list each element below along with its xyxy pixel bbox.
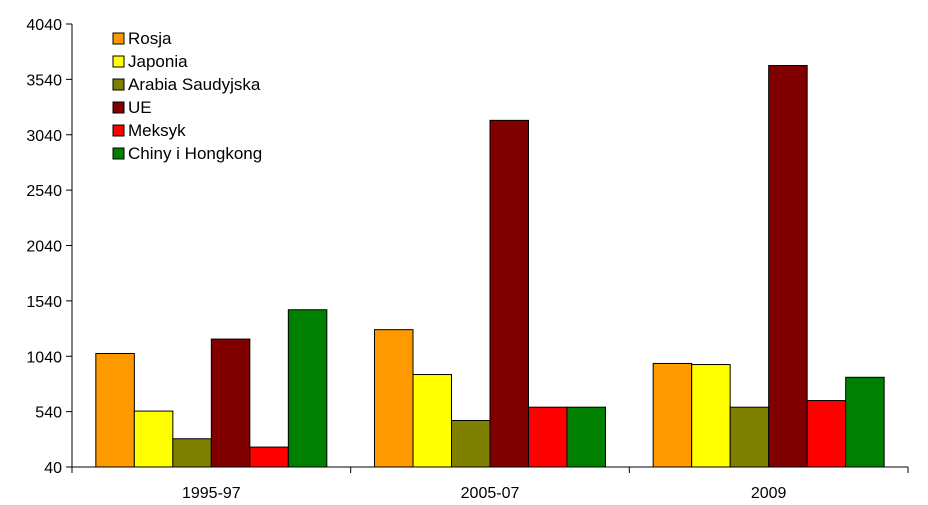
bar <box>528 406 568 468</box>
y-tick-label: 2040 <box>26 239 62 256</box>
bar <box>845 376 885 468</box>
y-tick-label: 3540 <box>26 72 62 89</box>
bar <box>133 410 174 468</box>
axes: 40 540 1040 1540 2040 2540 3040 3540 4040 1995-97… <box>26 17 909 502</box>
legend-swatch <box>112 55 125 68</box>
legend-label: Meksyk <box>128 121 186 140</box>
y-tick-label: 3040 <box>26 128 62 145</box>
bar <box>287 309 328 468</box>
bar <box>566 406 606 468</box>
bar <box>806 400 847 468</box>
x-tick-label: 1995-97 <box>182 485 241 502</box>
legend-label: UE <box>128 98 152 117</box>
y-tick-label: 1040 <box>26 349 62 366</box>
bar <box>768 65 808 468</box>
bar <box>374 329 414 468</box>
legend-label: Chiny i Hongkong <box>128 144 262 163</box>
legend: Rosja Japonia Arabia Saudyjska UE Meksyk Chin… <box>112 29 262 163</box>
bar <box>489 119 529 468</box>
legend-label: Arabia Saudyjska <box>128 75 261 94</box>
bars <box>95 65 885 468</box>
y-tick-label: 40 <box>44 460 62 477</box>
bar <box>210 338 251 468</box>
legend-swatch <box>112 78 125 91</box>
y-tick-label: 2540 <box>26 183 62 200</box>
bar <box>412 374 452 468</box>
bar <box>691 364 731 468</box>
bar <box>652 362 693 468</box>
x-tick-label: 2009 <box>751 485 787 502</box>
y-tick-label: 4040 <box>26 17 62 34</box>
bar <box>249 446 289 468</box>
legend-swatch <box>112 147 125 160</box>
legend-label: Japonia <box>128 52 188 71</box>
x-tick-label: 2005-07 <box>461 485 520 502</box>
bar <box>95 352 135 468</box>
legend-swatch <box>112 101 125 114</box>
legend-label: Rosja <box>128 29 172 48</box>
bar <box>172 438 212 468</box>
y-tick-label: 540 <box>35 405 62 422</box>
legend-swatch <box>112 124 125 137</box>
bar <box>451 419 491 468</box>
bar <box>729 406 770 468</box>
legend-swatch <box>112 32 125 45</box>
y-tick-label: 1540 <box>26 294 62 311</box>
